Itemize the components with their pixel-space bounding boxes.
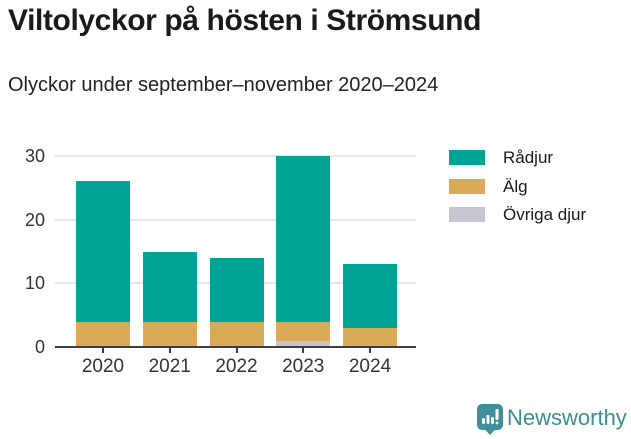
bar-segment-2023 [276, 156, 331, 322]
bar-segment-2022 [209, 321, 264, 347]
newsworthy-brand-text: Newsworthy [507, 405, 627, 430]
bar-segment-2020 [76, 321, 130, 347]
legend-swatch [449, 150, 485, 165]
legend-label: Älg [503, 176, 528, 196]
legend-label: Övriga djur [503, 205, 587, 224]
bar-segment-2023 [276, 340, 331, 347]
page-title: Viltolyckor på hösten i Strömsund [8, 4, 481, 37]
x-axis-tick [102, 347, 104, 353]
page-subtitle: Olyckor under september–november 2020–20… [8, 74, 439, 96]
x-axis-line [55, 346, 416, 348]
x-axis-tick-label: 2020 [81, 356, 125, 377]
x-axis-tick-label: 2021 [148, 356, 191, 377]
x-axis-tick-label: 2023 [282, 356, 325, 377]
bar-segment-2024 [343, 327, 397, 347]
bar-segment-2023 [276, 321, 331, 341]
x-axis-tick [235, 347, 238, 353]
y-axis-tick-label: 10 [24, 273, 45, 294]
bar-segment-2024 [343, 264, 397, 328]
legend-swatch [449, 207, 485, 222]
newsworthy-brand: Newsworthy [476, 403, 627, 436]
x-axis-tick [302, 347, 305, 353]
legend-label: Rådjur [503, 148, 554, 167]
bar-segment-2020 [76, 181, 130, 322]
x-axis-tick [168, 347, 171, 353]
bar-segment-2021 [142, 321, 197, 347]
bar-segment-2022 [209, 257, 264, 322]
y-gridline [55, 218, 416, 221]
bar-segment-2021 [142, 251, 197, 322]
newsworthy-logo-icon [477, 404, 503, 435]
legend-swatch [449, 178, 485, 194]
x-axis-tick [369, 347, 371, 353]
x-axis-tick-label: 2024 [348, 356, 392, 377]
y-axis-tick-label: 30 [24, 146, 45, 166]
x-axis-tick-label: 2022 [215, 356, 258, 377]
y-gridline [55, 155, 416, 157]
y-axis-tick-label: 20 [24, 209, 45, 230]
y-axis-tick-label: 0 [34, 337, 45, 357]
